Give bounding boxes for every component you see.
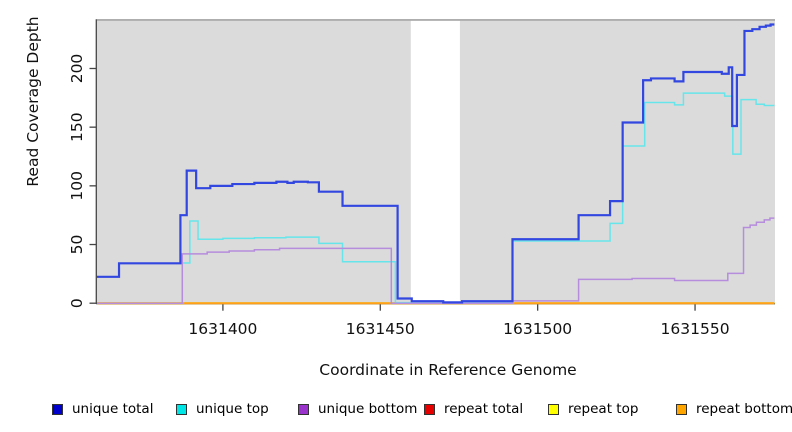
y-tick-label: 200	[68, 54, 86, 84]
y-tick-label: 50	[68, 235, 86, 255]
legend-item-unique-top: unique top	[176, 401, 269, 417]
legend-item-unique-bottom: unique bottom	[298, 401, 417, 417]
x-tick-label: 1631500	[503, 320, 572, 338]
legend-label: repeat bottom	[696, 401, 792, 417]
x-tick-label: 1631450	[346, 320, 415, 338]
series-unique-bottom	[97, 217, 775, 304]
y-tick-label: 0	[68, 298, 86, 308]
repeat-total-swatch-icon	[424, 403, 435, 415]
unique-top-swatch-icon	[176, 403, 187, 415]
x-axis-title: Coordinate in Reference Genome	[319, 361, 577, 379]
unique-bottom-swatch-icon	[298, 403, 309, 415]
legend-label: unique total	[72, 401, 154, 417]
y-axis-title: Read Coverage Depth	[24, 16, 42, 187]
chart-legend: unique total unique top unique bottom re…	[0, 401, 792, 423]
legend-label: repeat top	[568, 401, 639, 417]
legend-item-unique-total: unique total	[52, 401, 153, 417]
x-tick-label: 1631550	[661, 320, 730, 338]
repeat-top-swatch-icon	[548, 403, 559, 415]
coverage-gap-band	[410, 20, 460, 304]
legend-label: unique top	[196, 401, 269, 417]
repeat-bottom-swatch-icon	[676, 403, 687, 415]
series-unique-top	[97, 92, 775, 304]
legend-label: repeat total	[444, 401, 524, 417]
x-tick-label: 1631400	[188, 320, 257, 338]
legend-item-repeat-top: repeat top	[548, 401, 638, 417]
y-tick-label: 150	[68, 112, 86, 142]
legend-item-repeat-bottom: repeat bottom	[676, 401, 792, 417]
series-unique-total	[97, 23, 775, 304]
unique-total-swatch-icon	[52, 403, 63, 415]
legend-item-repeat-total: repeat total	[424, 401, 523, 417]
y-tick-label: 100	[68, 171, 86, 201]
legend-label: unique bottom	[318, 401, 418, 417]
